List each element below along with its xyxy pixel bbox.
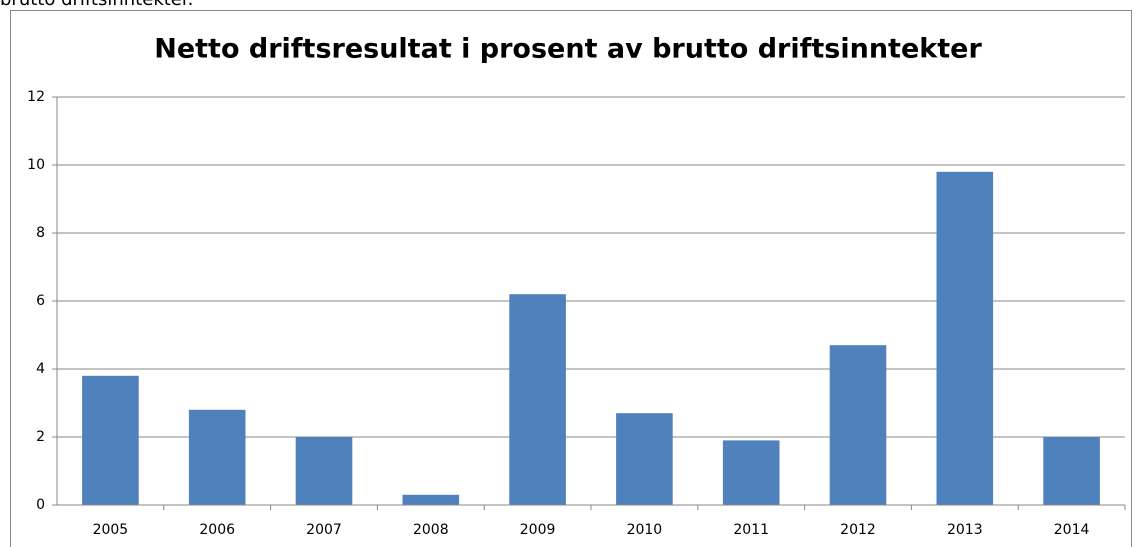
bar <box>1043 437 1100 505</box>
bar <box>402 494 460 505</box>
x-tick-label: 2011 <box>733 522 769 538</box>
bar <box>509 294 566 505</box>
bar <box>616 413 673 505</box>
y-tick-label: 6 <box>36 293 45 309</box>
y-tick-label: 10 <box>27 157 45 173</box>
x-tick-label: 2013 <box>947 522 983 538</box>
x-tick-label: 2008 <box>413 522 449 538</box>
bar <box>295 437 353 505</box>
y-tick-label: 4 <box>36 361 45 377</box>
y-tick-label: 0 <box>36 497 45 513</box>
x-tick-label: 2007 <box>306 522 342 538</box>
caption: brutto driftsinntekter. <box>0 0 193 10</box>
chart-title: Netto driftsresultat i prosent av brutto… <box>154 34 982 65</box>
bar <box>722 440 780 505</box>
x-tick-label: 2006 <box>199 522 235 538</box>
bar <box>829 345 887 505</box>
y-tick-label: 2 <box>36 429 45 445</box>
bar <box>82 375 139 505</box>
bar <box>936 171 994 506</box>
x-tick-label: 2009 <box>520 522 556 538</box>
bar <box>188 409 246 505</box>
x-tick-label: 2010 <box>627 522 663 538</box>
y-tick-label: 8 <box>36 225 45 241</box>
x-tick-label: 2012 <box>840 522 876 538</box>
x-tick-label: 2005 <box>93 522 129 538</box>
x-tick-label: 2014 <box>1054 522 1090 538</box>
y-tick-label: 12 <box>27 89 45 105</box>
